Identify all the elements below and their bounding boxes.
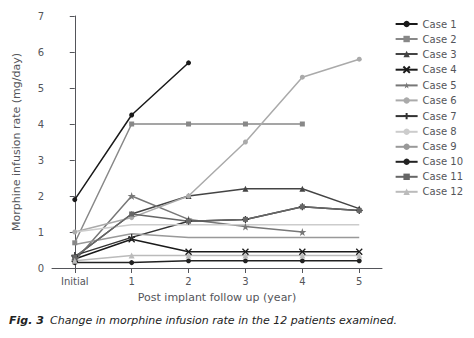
svg-text:Case 3: Case 3 — [423, 49, 457, 60]
svg-text:6: 6 — [38, 47, 44, 58]
svg-text:4: 4 — [38, 119, 44, 130]
svg-text:5: 5 — [356, 276, 362, 287]
svg-text:Morphine infusion rate (mg/day: Morphine infusion rate (mg/day) — [10, 53, 23, 231]
svg-text:Case 10: Case 10 — [423, 156, 463, 167]
svg-text:1: 1 — [128, 276, 134, 287]
svg-text:7: 7 — [38, 11, 44, 22]
svg-text:3: 3 — [38, 155, 44, 166]
svg-text:Case 5: Case 5 — [423, 80, 457, 91]
svg-text:Case 4: Case 4 — [423, 64, 457, 75]
svg-text:5: 5 — [38, 83, 44, 94]
svg-text:2: 2 — [185, 276, 191, 287]
svg-text:Case 7: Case 7 — [423, 111, 457, 122]
svg-text:3: 3 — [242, 276, 248, 287]
svg-text:Initial: Initial — [61, 276, 89, 287]
svg-text:Case 12: Case 12 — [423, 186, 463, 197]
svg-text:Post implant follow up (year): Post implant follow up (year) — [138, 291, 296, 304]
svg-text:Case 1: Case 1 — [423, 19, 457, 30]
svg-text:Fig. 3: Fig. 3 — [9, 314, 44, 327]
svg-text:Change in morphine infusion ra: Change in morphine infusion rate in the … — [50, 314, 397, 327]
svg-text:1: 1 — [38, 227, 44, 238]
svg-text:Case 6: Case 6 — [423, 95, 457, 106]
svg-text:2: 2 — [38, 191, 44, 202]
svg-text:Case 2: Case 2 — [423, 34, 457, 45]
svg-text:Case 9: Case 9 — [423, 141, 457, 152]
svg-text:Case 8: Case 8 — [423, 126, 457, 137]
svg-text:4: 4 — [299, 276, 305, 287]
svg-text:Case 11: Case 11 — [423, 171, 463, 182]
svg-text:0: 0 — [38, 263, 44, 274]
